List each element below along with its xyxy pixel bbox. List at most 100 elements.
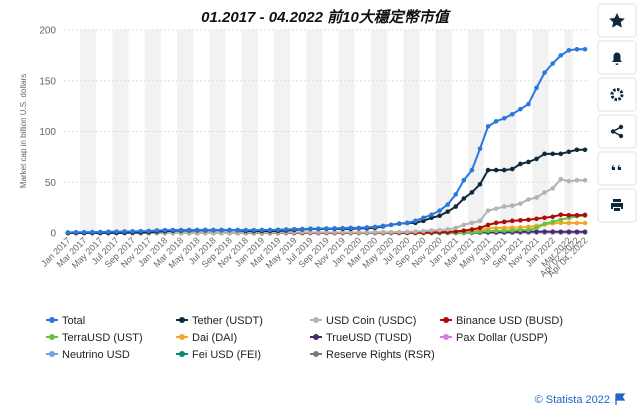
share-dot [610,129,616,134]
data-point [348,230,354,235]
data-point [542,229,547,234]
cite-button[interactable] [597,151,637,186]
legend-item[interactable]: Tether (USDT) [176,315,263,327]
data-point [429,228,434,233]
data-point [526,227,531,233]
data-point [485,167,491,173]
data-point [162,227,168,233]
data-point [146,228,152,234]
data-point [558,53,564,58]
legend-item[interactable]: TerraUSD (UST) [46,332,143,344]
data-point [283,227,289,232]
data-point [130,229,135,234]
legend-marker [49,334,55,340]
data-point [493,206,499,211]
quote-icon [611,165,621,170]
data-point [550,219,555,225]
data-point [493,228,499,234]
data-point [219,227,224,233]
legend-label: USD Coin (USDC) [326,315,416,327]
legend-label: Neutrino USD [62,349,130,361]
data-point [542,221,547,227]
data-point [477,225,483,231]
data-point [477,218,483,224]
legend-marker [179,334,185,340]
data-point [388,229,394,235]
data-point [518,106,523,112]
legend-item[interactable]: USD Coin (USDC) [310,315,416,327]
data-point [501,219,507,225]
credit[interactable]: © Statista 2022 [535,394,610,406]
legend-item[interactable]: Neutrino USD [46,349,130,361]
share-button[interactable] [597,114,637,149]
data-point [509,218,515,224]
data-point [558,212,564,218]
data-point [453,204,459,209]
data-point [461,196,467,201]
data-point [332,230,337,235]
flag-icon[interactable] [615,393,626,405]
data-point [582,147,588,153]
data-point [566,149,572,155]
legend-marker [49,351,55,357]
legend-item[interactable]: Reserve Rights (RSR) [310,349,435,361]
data-point [275,227,281,233]
data-point [534,216,539,222]
data-point [550,186,555,191]
plot-background [80,30,573,233]
data-point [461,177,467,183]
y-tick-label: 200 [39,26,56,37]
legend-item[interactable]: Pax Dollar (USDP) [440,332,548,344]
legend-label: Pax Dollar (USDP) [456,332,548,344]
legend-item[interactable]: Total [46,315,85,327]
data-point [98,229,103,235]
series [65,46,588,235]
stripe [338,30,355,233]
data-point [477,146,483,152]
data-point [106,229,111,235]
data-point [372,230,378,235]
legend-label: Dai (DAI) [192,332,237,344]
legend-item[interactable]: Binance USD (BUSD) [440,315,563,327]
data-point [574,212,580,218]
legend-label: Reserve Rights (RSR) [326,349,435,361]
legend-item[interactable]: Fei USD (FEI) [176,349,261,361]
data-point [509,166,515,172]
share-dot [618,124,624,130]
y-tick-label: 0 [50,229,56,240]
settings-button[interactable] [597,77,637,112]
data-point [534,85,539,91]
data-point [308,226,313,232]
data-point [542,215,547,221]
legend-item[interactable]: TrueUSD (TUSD) [310,332,412,344]
data-point [485,222,491,228]
data-point [509,228,515,233]
data-point [566,178,572,184]
data-point [469,190,475,195]
legend-marker [313,334,319,340]
data-point [413,229,418,234]
data-point [534,195,539,200]
data-point [453,225,459,231]
data-point [558,229,564,235]
data-point [582,177,588,183]
data-point [453,192,459,197]
stripe [435,30,452,233]
stripe [403,30,420,233]
data-point [340,230,345,235]
data-point [259,227,265,233]
data-point [73,229,79,235]
data-point [526,101,531,107]
data-point [324,230,329,235]
stripe [273,30,291,233]
data-point [518,218,523,223]
data-point [122,229,127,234]
data-point [413,218,418,224]
legend-item[interactable]: Dai (DAI) [176,332,237,344]
data-point [364,230,370,235]
data-point [445,227,450,232]
data-point [574,220,580,226]
sidebar [597,3,637,223]
data-point [477,181,483,187]
